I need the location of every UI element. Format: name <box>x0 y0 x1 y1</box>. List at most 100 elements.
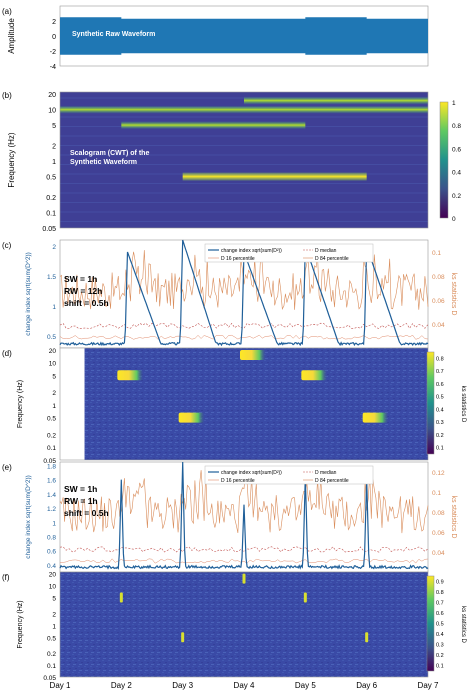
heatmap-blob <box>181 632 185 643</box>
panel-label-d: (d) <box>2 349 12 358</box>
colorbar-d <box>426 351 435 455</box>
ytick-d: 1 <box>52 403 56 410</box>
scalogram-band <box>121 121 306 130</box>
ytick-left-e: 1.2 <box>47 506 56 513</box>
param-text-e: shift = 0.5h <box>64 508 109 518</box>
colorbar-f <box>426 575 435 672</box>
ytick-b: 2 <box>52 144 56 151</box>
xtick-day: Day 4 <box>234 681 255 690</box>
scalogram-band <box>182 172 367 181</box>
ytick-f: 1 <box>52 623 56 630</box>
annotation-a: Synthetic Raw Waveform <box>72 31 155 38</box>
ytick-left-e: 1 <box>52 520 56 527</box>
ks-16-percentile-line <box>59 334 429 340</box>
ytick-f: 2 <box>52 611 56 618</box>
legend-item: D median <box>315 248 337 254</box>
cbar-tick-f: 0.2 <box>436 653 444 659</box>
heatmap-blob <box>242 573 246 584</box>
ylabel-f: Frequency (Hz) <box>17 600 24 648</box>
cbar-tick-f: 0.7 <box>436 600 444 606</box>
ytick-b: 0.5 <box>46 175 56 182</box>
cbar-tick-b: 0.4 <box>452 170 461 177</box>
panel-label-c: (c) <box>2 241 12 250</box>
cbar-tick-f: 0.6 <box>436 611 444 617</box>
cbar-tick-b: 1 <box>452 100 456 107</box>
xtick-day: Day 2 <box>111 681 132 690</box>
legend-item: change index sqrt(sum(D²)) <box>221 248 282 254</box>
cbar-tick-d: 0.7 <box>436 369 444 375</box>
ytick-b: 0.05 <box>42 226 56 233</box>
ytick-right-e: 0.08 <box>432 510 445 517</box>
ytick-f: 0.1 <box>47 663 56 670</box>
heatmap-blob <box>365 632 369 643</box>
ytick-d: 20 <box>49 348 57 355</box>
heatmap-bg-d <box>60 348 428 460</box>
cbar-tick-d: 0.8 <box>436 356 444 362</box>
cbar-tick-f: 0.9 <box>436 579 444 585</box>
cbar-tick-f: 0.5 <box>436 622 444 628</box>
legend-item: D median <box>315 470 337 476</box>
ytick-left-c: 1 <box>52 304 56 311</box>
ylabel-a: Amplitude <box>7 18 16 54</box>
ytick-b: 1 <box>52 159 56 166</box>
legend-item: change index sqrt(sum(D²)) <box>221 470 282 476</box>
panel-label-f: (f) <box>2 573 10 582</box>
ytick-right-c: 0.06 <box>432 298 445 305</box>
heatmap-blob <box>178 412 205 423</box>
cbar-tick-d: 0.1 <box>436 446 444 452</box>
cbar-tick-d: 0.5 <box>436 395 444 401</box>
ytick-left-e: 0.8 <box>47 535 56 542</box>
scalogram-band <box>244 96 428 105</box>
cbar-tick-d: 0.2 <box>436 433 444 439</box>
annotation-b-2: Synthetic Waveform <box>70 159 137 166</box>
legend-item: D 16 percentile <box>221 478 255 484</box>
heatmap-blob <box>119 592 123 603</box>
ytick-d: 10 <box>49 361 57 368</box>
waveform-envelope <box>60 17 428 55</box>
xtick-day: Day 7 <box>418 681 439 690</box>
right-label-f: ks statistics D <box>460 606 466 643</box>
ytick-right-e: 0.04 <box>432 550 445 557</box>
ytick-d: 2 <box>52 390 56 397</box>
legend-item: D 84 percentile <box>315 256 349 262</box>
param-text-c: shift = 0.5h <box>64 298 109 308</box>
xtick-day: Day 5 <box>295 681 316 690</box>
cbar-tick-f: 0.1 <box>436 664 444 670</box>
ytick-right-e: 0.06 <box>432 530 445 537</box>
ytick-left-e: 0.4 <box>47 563 56 570</box>
ytick-right-e: 0.12 <box>432 470 445 477</box>
cbar-tick-b: 0.8 <box>452 123 461 130</box>
ytick-b: 20 <box>48 92 56 99</box>
annotation-b-1: Scalogram (CWT) of the <box>70 150 149 157</box>
ytick-a: 0 <box>52 34 56 41</box>
panel-label-a: (a) <box>2 7 12 16</box>
ytick-a: 2 <box>52 19 56 26</box>
ylabel-b: Frequency (Hz) <box>7 132 16 187</box>
axes-b <box>59 91 429 229</box>
ylabel-left-e: change index sqrt(sum(D^2)) <box>25 475 32 559</box>
ylabel-right-e: ks statistics D <box>450 496 457 539</box>
ytick-left-e: 1.8 <box>47 464 56 471</box>
right-label-d: ks statistics D <box>460 386 466 423</box>
legend-item: D 84 percentile <box>315 478 349 484</box>
ytick-d: 5 <box>52 373 56 380</box>
xtick-day: Day 6 <box>356 681 377 690</box>
ytick-d: 0.05 <box>43 458 56 465</box>
ytick-right-c: 0.1 <box>432 250 441 257</box>
cbar-tick-b: 0.6 <box>452 146 461 153</box>
heatmap-blob <box>240 350 266 361</box>
ks-84-percentile-line <box>59 248 429 310</box>
panel-label-e: (e) <box>2 463 12 472</box>
scalogram-bg <box>60 92 428 228</box>
ytick-right-e: 0.1 <box>432 490 441 497</box>
cbar-tick-b: 0.2 <box>452 193 461 200</box>
ytick-d: 0.2 <box>47 432 56 439</box>
ytick-left-e: 0.6 <box>47 549 56 556</box>
heatmap-blob <box>362 412 389 423</box>
param-text-c: SW = 1h <box>64 274 97 284</box>
cbar-tick-f: 0.8 <box>436 590 444 596</box>
xtick-day: Day 3 <box>172 681 193 690</box>
heatmap-blob <box>303 592 307 603</box>
param-text-e: SW = 1h <box>64 484 97 494</box>
